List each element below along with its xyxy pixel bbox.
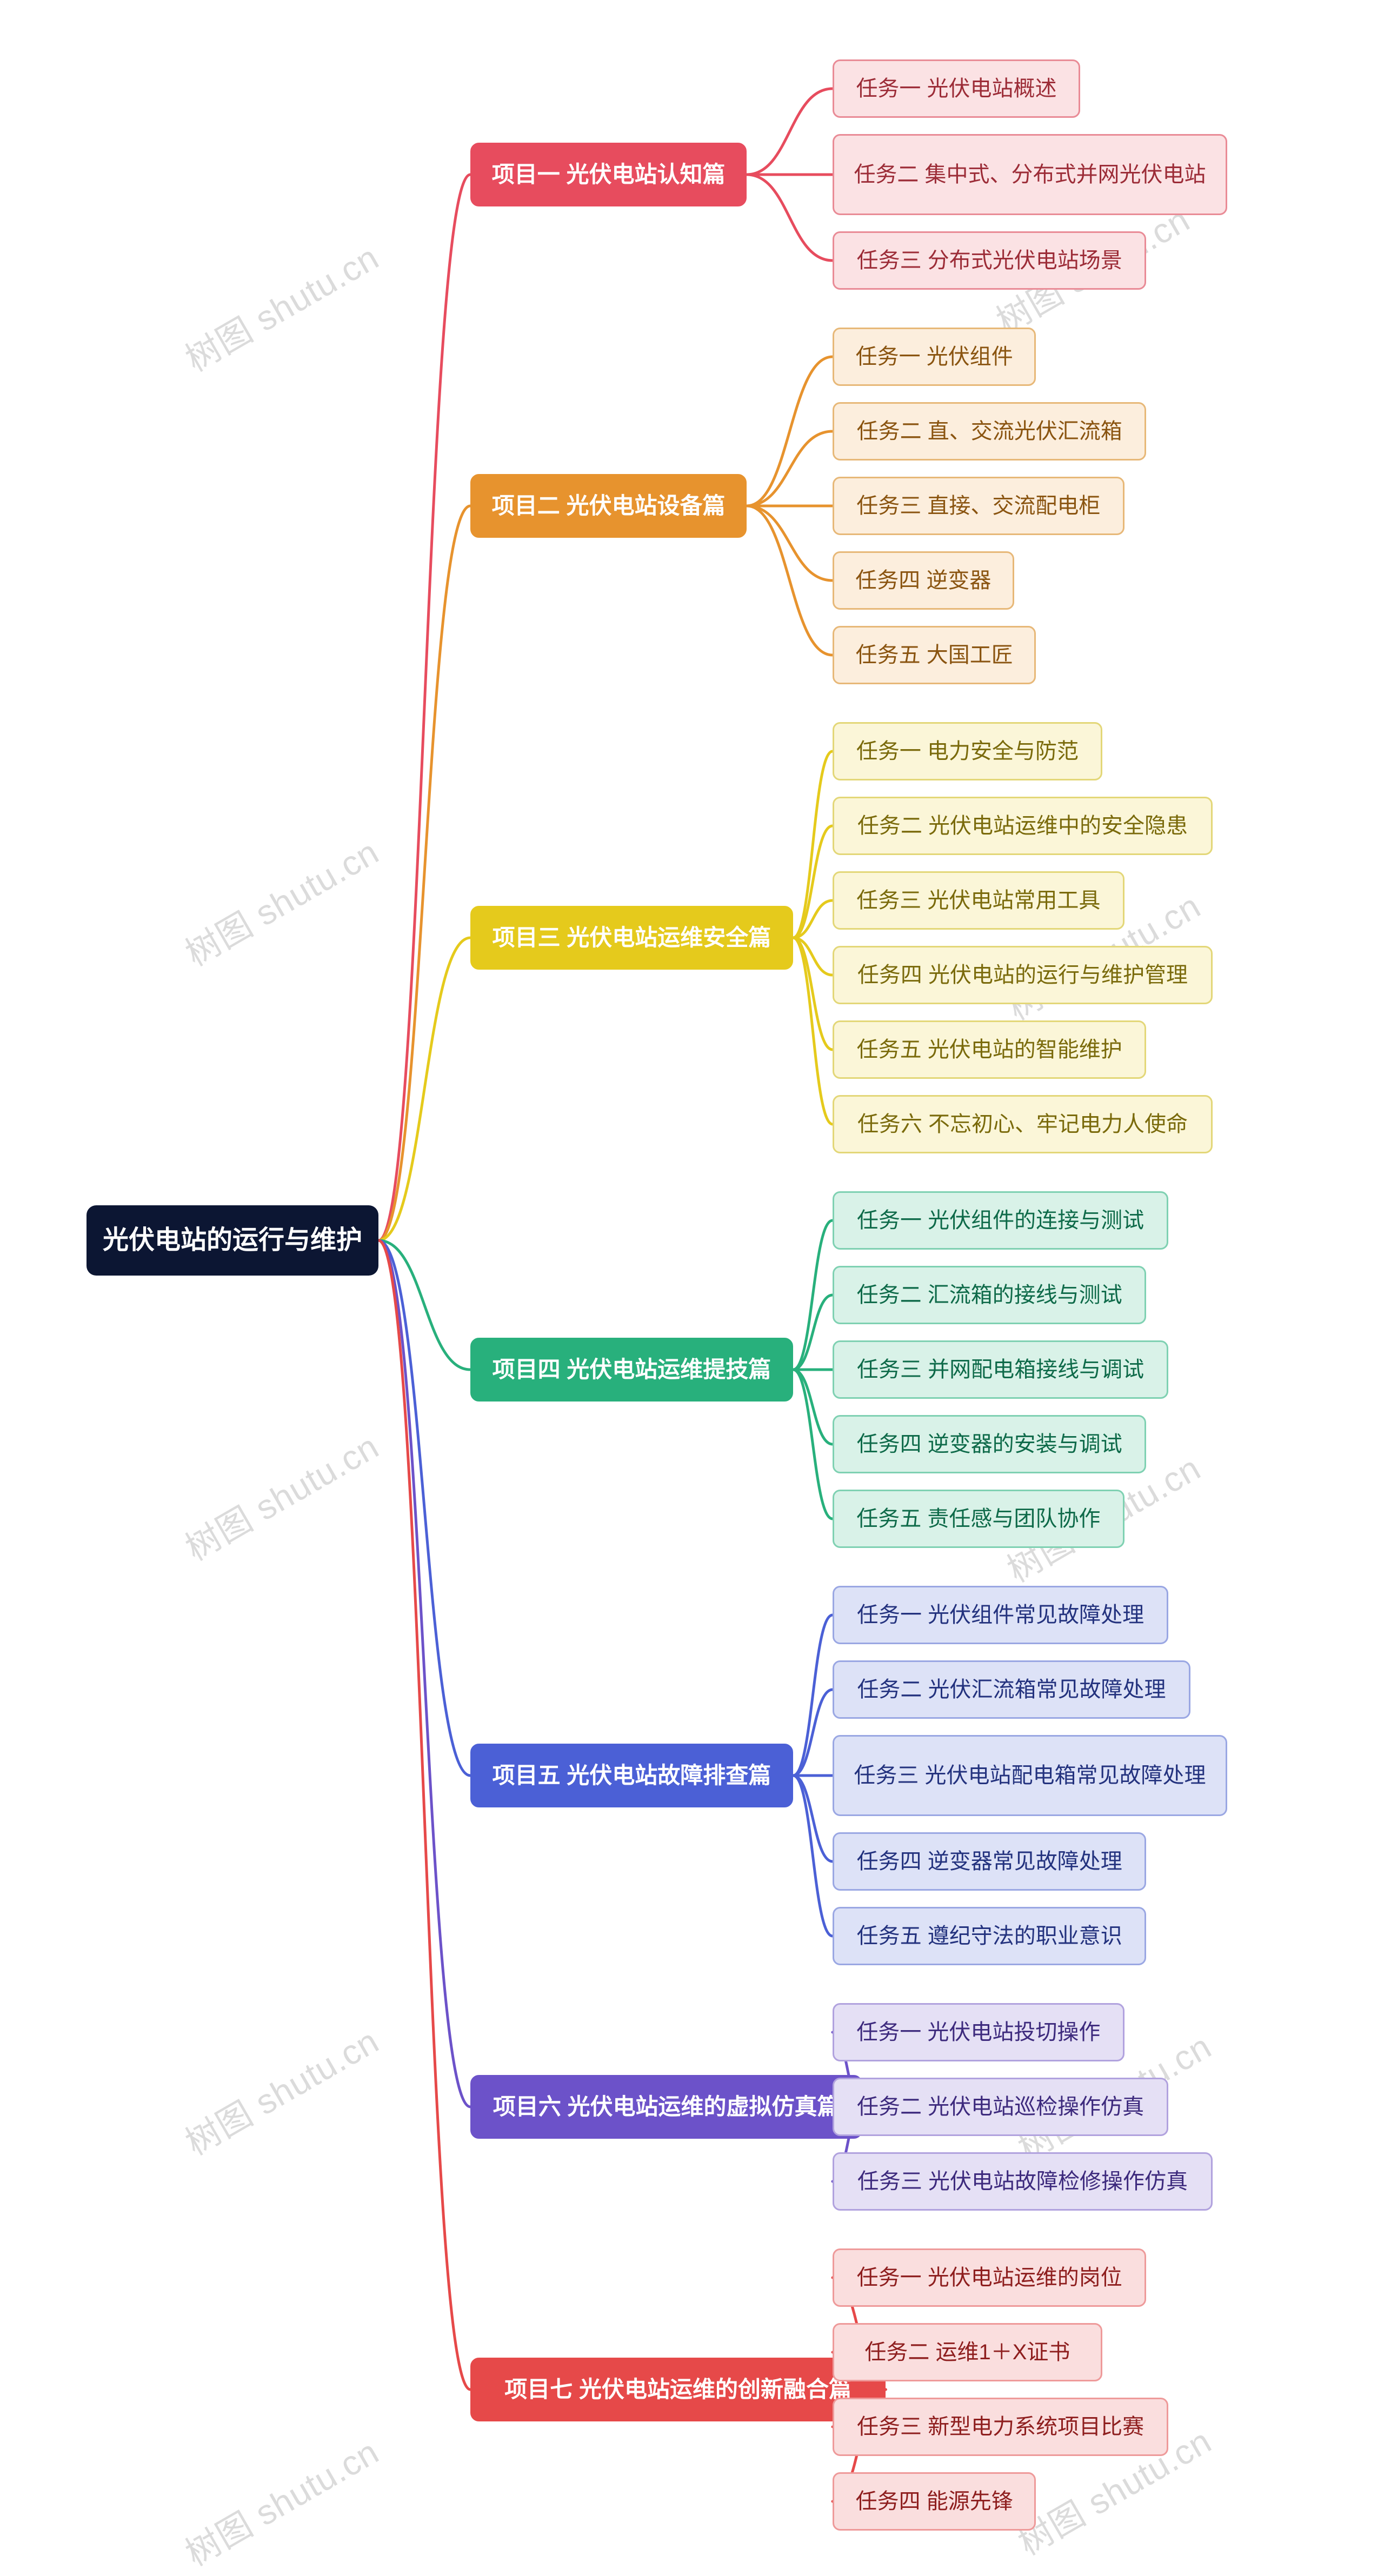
- leaf-2-4[interactable]: 任务四 逆变器: [833, 551, 1014, 610]
- leaf-2-5-label: 任务五 大国工匠: [856, 640, 1013, 670]
- root-node-label: 光伏电站的运行与维护: [103, 1223, 362, 1258]
- leaf-6-2[interactable]: 任务二 光伏电站巡检操作仿真: [833, 2078, 1168, 2136]
- branch-6[interactable]: 项目六 光伏电站运维的虚拟仿真篇: [470, 2075, 862, 2139]
- leaf-5-1[interactable]: 任务一 光伏组件常见故障处理: [833, 1586, 1168, 1644]
- leaf-5-2-label: 任务二 光伏汇流箱常见故障处理: [857, 1675, 1166, 1704]
- leaf-3-4-label: 任务四 光伏电站的运行与维护管理: [857, 960, 1188, 990]
- leaf-5-4-label: 任务四 逆变器常见故障处理: [857, 1847, 1122, 1876]
- branch-6-label: 项目六 光伏电站运维的虚拟仿真篇: [493, 2092, 840, 2123]
- leaf-7-3-label: 任务三 新型电力系统项目比赛: [857, 2412, 1144, 2441]
- watermark: 树图 shutu.cn: [175, 230, 387, 381]
- watermark: 树图 shutu.cn: [175, 825, 387, 976]
- leaf-6-2-label: 任务二 光伏电站巡检操作仿真: [857, 2092, 1144, 2121]
- leaf-4-5[interactable]: 任务五 责任感与团队协作: [833, 1490, 1124, 1548]
- branch-5[interactable]: 项目五 光伏电站故障排查篇: [470, 1744, 793, 1807]
- leaf-5-1-label: 任务一 光伏组件常见故障处理: [857, 1600, 1144, 1630]
- leaf-1-3[interactable]: 任务三 分布式光伏电站场景: [833, 231, 1146, 290]
- leaf-2-3[interactable]: 任务三 直接、交流配电柜: [833, 477, 1124, 535]
- leaf-5-3[interactable]: 任务三 光伏电站配电箱常见故障处理: [833, 1735, 1227, 1816]
- leaf-1-1-label: 任务一 光伏电站概述: [856, 74, 1056, 103]
- leaf-4-2[interactable]: 任务二 汇流箱的接线与测试: [833, 1266, 1146, 1324]
- leaf-5-5-label: 任务五 遵纪守法的职业意识: [857, 1921, 1122, 1951]
- leaf-2-1[interactable]: 任务一 光伏组件: [833, 328, 1036, 386]
- branch-2[interactable]: 项目二 光伏电站设备篇: [470, 474, 747, 538]
- root-node[interactable]: 光伏电站的运行与维护: [86, 1205, 378, 1276]
- leaf-3-3[interactable]: 任务三 光伏电站常用工具: [833, 871, 1124, 930]
- leaf-3-2[interactable]: 任务二 光伏电站运维中的安全隐患: [833, 797, 1213, 855]
- branch-4-label: 项目四 光伏电站运维提技篇: [493, 1354, 771, 1385]
- leaf-4-4-label: 任务四 逆变器的安装与调试: [857, 1430, 1122, 1459]
- branch-1[interactable]: 项目一 光伏电站认知篇: [470, 143, 747, 206]
- branch-3-label: 项目三 光伏电站运维安全篇: [493, 923, 771, 953]
- branch-4[interactable]: 项目四 光伏电站运维提技篇: [470, 1338, 793, 1402]
- watermark: 树图 shutu.cn: [175, 2425, 387, 2575]
- leaf-7-2[interactable]: 任务二 运维1＋X证书: [833, 2323, 1102, 2381]
- leaf-4-4[interactable]: 任务四 逆变器的安装与调试: [833, 1415, 1146, 1473]
- leaf-2-3-label: 任务三 直接、交流配电柜: [856, 491, 1100, 520]
- leaf-6-1[interactable]: 任务一 光伏电站投切操作: [833, 2003, 1124, 2061]
- watermark: 树图 shutu.cn: [175, 2014, 387, 2165]
- leaf-2-5[interactable]: 任务五 大国工匠: [833, 626, 1036, 684]
- leaf-4-1-label: 任务一 光伏组件的连接与测试: [857, 1206, 1144, 1235]
- leaf-3-1-label: 任务一 电力安全与防范: [856, 737, 1079, 766]
- leaf-1-2[interactable]: 任务二 集中式、分布式并网光伏电站: [833, 134, 1227, 215]
- leaf-2-1-label: 任务一 光伏组件: [856, 342, 1013, 371]
- leaf-6-3-label: 任务三 光伏电站故障检修操作仿真: [857, 2167, 1188, 2196]
- leaf-2-2[interactable]: 任务二 直、交流光伏汇流箱: [833, 402, 1146, 461]
- branch-5-label: 项目五 光伏电站故障排查篇: [493, 1760, 771, 1791]
- leaf-7-4-label: 任务四 能源先锋: [856, 2487, 1013, 2516]
- leaf-2-2-label: 任务二 直、交流光伏汇流箱: [857, 417, 1122, 446]
- watermark: 树图 shutu.cn: [175, 1419, 387, 1570]
- leaf-1-1[interactable]: 任务一 光伏电站概述: [833, 59, 1080, 118]
- branch-2-label: 项目二 光伏电站设备篇: [492, 491, 726, 522]
- branch-7[interactable]: 项目七 光伏电站运维的创新融合篇: [470, 2358, 886, 2421]
- leaf-3-4[interactable]: 任务四 光伏电站的运行与维护管理: [833, 946, 1213, 1004]
- mindmap-canvas: 树图 shutu.cn 树图 shutu.cn 树图 shutu.cn 树图 shut…: [0, 0, 1384, 2521]
- leaf-2-4-label: 任务四 逆变器: [855, 566, 991, 595]
- branch-7-label: 项目七 光伏电站运维的创新融合篇: [504, 2374, 851, 2405]
- leaf-1-2-label: 任务二 集中式、分布式并网光伏电站: [854, 160, 1206, 189]
- branch-3[interactable]: 项目三 光伏电站运维安全篇: [470, 906, 793, 970]
- leaf-3-5-label: 任务五 光伏电站的智能维护: [857, 1035, 1122, 1064]
- leaf-4-3-label: 任务三 并网配电箱接线与调试: [857, 1355, 1144, 1384]
- leaf-4-5-label: 任务五 责任感与团队协作: [856, 1504, 1100, 1533]
- leaf-3-3-label: 任务三 光伏电站常用工具: [856, 886, 1100, 915]
- leaf-5-5[interactable]: 任务五 遵纪守法的职业意识: [833, 1907, 1146, 1965]
- leaf-3-6-label: 任务六 不忘初心、牢记电力人使命: [857, 1110, 1188, 1139]
- leaf-3-2-label: 任务二 光伏电站运维中的安全隐患: [857, 811, 1188, 840]
- branch-1-label: 项目一 光伏电站认知篇: [492, 159, 726, 190]
- leaf-6-3[interactable]: 任务三 光伏电站故障检修操作仿真: [833, 2152, 1213, 2211]
- leaf-4-1[interactable]: 任务一 光伏组件的连接与测试: [833, 1191, 1168, 1250]
- leaf-7-1-label: 任务一 光伏电站运维的岗位: [857, 2263, 1122, 2292]
- leaf-7-3[interactable]: 任务三 新型电力系统项目比赛: [833, 2398, 1168, 2456]
- leaf-3-6[interactable]: 任务六 不忘初心、牢记电力人使命: [833, 1095, 1213, 1153]
- leaf-7-4[interactable]: 任务四 能源先锋: [833, 2472, 1036, 2531]
- leaf-6-1-label: 任务一 光伏电站投切操作: [856, 2018, 1100, 2047]
- leaf-5-2[interactable]: 任务二 光伏汇流箱常见故障处理: [833, 1660, 1190, 1719]
- leaf-1-3-label: 任务三 分布式光伏电站场景: [857, 246, 1122, 275]
- leaf-5-3-label: 任务三 光伏电站配电箱常见故障处理: [854, 1761, 1206, 1790]
- leaf-3-5[interactable]: 任务五 光伏电站的智能维护: [833, 1020, 1146, 1079]
- leaf-3-1[interactable]: 任务一 电力安全与防范: [833, 722, 1102, 780]
- leaf-4-2-label: 任务二 汇流箱的接线与测试: [857, 1280, 1122, 1310]
- leaf-5-4[interactable]: 任务四 逆变器常见故障处理: [833, 1832, 1146, 1891]
- leaf-4-3[interactable]: 任务三 并网配电箱接线与调试: [833, 1340, 1168, 1399]
- leaf-7-1[interactable]: 任务一 光伏电站运维的岗位: [833, 2248, 1146, 2307]
- leaf-7-2-label: 任务二 运维1＋X证书: [864, 2338, 1070, 2367]
